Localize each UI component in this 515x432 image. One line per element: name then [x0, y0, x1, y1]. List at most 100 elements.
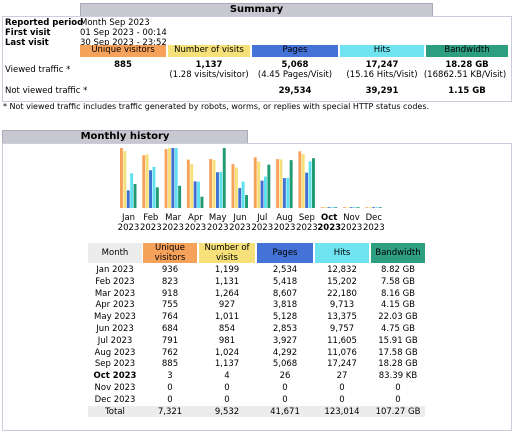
table-cell-month: Mar 2023 [94, 288, 136, 299]
x-tick-year-jul: 2023 [251, 223, 273, 233]
viewed-traffic-label: Viewed traffic * [5, 65, 71, 75]
monthly-header-hits: Hits [315, 243, 369, 263]
bar-sep-unique-visitors [298, 151, 302, 208]
bar-apr-pages [193, 181, 197, 208]
table-cell-visits: 0 [224, 394, 230, 405]
x-tick-month-sep: Sep [299, 213, 315, 223]
bar-mar-bandwidth [178, 185, 182, 208]
x-tick-month-nov: Nov [343, 213, 360, 223]
viewed-bandwidth: 18.28 GB [445, 60, 489, 70]
x-tick-year-oct: 2023 [317, 223, 341, 233]
table-cell-pages: 2,853 [272, 324, 298, 334]
table-cell-month: Oct 2023 [93, 371, 137, 382]
monthly-header-visits: Number of visits [199, 243, 255, 263]
bar-mar-hits [174, 148, 178, 208]
table-cell-bandwidth: 4.15 GB [380, 300, 416, 311]
viewed-visits: 1,137 [195, 60, 223, 70]
viewed-pages-sub: (4.45 Pages/Visit) [257, 70, 333, 80]
table-cell-hits: 9,713 [329, 300, 355, 311]
bar-feb-bandwidth [155, 187, 159, 208]
table-cell-visits: 1,264 [214, 288, 240, 299]
x-tick-year-aug: 2023 [274, 223, 296, 233]
x-tick-month-feb: Feb [143, 213, 158, 223]
first-visit-value: 01 Sep 2023 - 00:14 [80, 28, 167, 38]
table-cell-pages: 3,927 [272, 335, 298, 346]
monthly-header-bandwidth: Bandwidth [371, 243, 425, 263]
table-cell-hits: 0 [339, 383, 345, 393]
table-cell-pages: 0 [282, 394, 288, 405]
x-tick-year-mar: 2023 [162, 223, 184, 233]
bar-aug-pages [282, 178, 286, 208]
table-cell-hits: 17,247 [327, 359, 357, 370]
bar-jun-pages [238, 188, 242, 208]
monthly-header-pages: Pages [257, 243, 313, 263]
summary-header-pages: Pages [252, 45, 338, 57]
table-cell-visits: 981 [218, 335, 236, 346]
bar-jan-hits [130, 173, 134, 208]
table-cell-hits: 12,832 [327, 265, 357, 275]
bar-sep-number-of-visits [301, 154, 305, 208]
viewed-pages: 5,068 [281, 60, 309, 70]
table-cell-unique: 3 [167, 371, 173, 382]
table-cell-bandwidth: 0 [395, 394, 401, 405]
bar-aug-number-of-visits [279, 159, 283, 208]
table-cell-visits: 1,199 [214, 265, 240, 275]
bar-jul-hits [264, 176, 267, 208]
bar-jul-pages [260, 180, 264, 208]
table-cell-hits: 11,076 [327, 347, 357, 358]
table-cell-hits: 9,757 [329, 324, 355, 334]
bar-jun-unique-visitors [231, 164, 235, 208]
table-cell-hits: 27 [336, 371, 348, 382]
x-tick-month-jul: Jul [256, 213, 267, 223]
bar-dec-pages [372, 207, 375, 208]
viewed-visits-sub: (1.28 visits/visitor) [169, 70, 249, 80]
table-cell-visits: 0 [224, 383, 230, 393]
x-tick-year-may: 2023 [207, 223, 229, 233]
viewed-bandwidth-sub: (16862.51 KB/Visit) [423, 70, 507, 80]
bar-jul-unique-visitors [253, 157, 257, 208]
bar-nov-bandwidth [356, 207, 360, 208]
table-cell-unique: 823 [161, 276, 179, 287]
table-cell-pages: 5,128 [272, 312, 298, 323]
table-cell-visits: 927 [218, 300, 236, 311]
bar-jan-unique-visitors [120, 148, 123, 208]
monthly-history-title: Monthly history [2, 130, 248, 144]
footnote: * Not viewed traffic includes traffic ge… [3, 102, 430, 111]
table-cell-pages: 8,607 [272, 288, 298, 299]
table-cell-hits: 15,202 [327, 276, 357, 287]
x-tick-year-dec: 2023 [363, 223, 385, 233]
table-cell-bandwidth: 4.75 GB [380, 324, 416, 334]
table-cell-unique: 762 [161, 347, 179, 358]
not-viewed-traffic-label: Not viewed traffic * [5, 86, 88, 96]
bar-nov-unique-visitors [343, 207, 346, 208]
table-cell-pages: 3,818 [272, 300, 298, 311]
not-viewed-pages: 29,534 [278, 86, 312, 96]
table-cell-month: Feb 2023 [95, 276, 135, 287]
table-cell-hits: 22,180 [327, 288, 357, 299]
table-cell-bandwidth: 0 [395, 383, 401, 393]
bar-oct-pages [327, 207, 331, 208]
table-cell-pages: 4,292 [272, 347, 298, 358]
viewed-hits: 17,247 [365, 60, 399, 70]
bar-nov-number-of-visits [346, 207, 350, 208]
table-cell-pages: 2,534 [272, 265, 298, 275]
viewed-unique: 885 [114, 60, 132, 70]
x-tick-year-apr: 2023 [185, 223, 207, 233]
table-cell-visits: 1,011 [214, 312, 240, 323]
table-cell-bandwidth: 83.39 KB [378, 371, 418, 382]
x-tick-month-mar: Mar [165, 213, 182, 223]
bar-nov-pages [349, 207, 353, 208]
table-cell-unique: 0 [167, 394, 173, 405]
bar-feb-hits [152, 166, 156, 208]
table-cell-bandwidth: 8.82 GB [380, 265, 416, 275]
x-tick-year-feb: 2023 [140, 223, 162, 233]
bar-jun-bandwidth [245, 195, 248, 208]
table-cell-unique: 755 [161, 300, 179, 311]
table-cell-month: Jul 2023 [97, 335, 133, 346]
table-cell-month: Apr 2023 [95, 300, 135, 311]
bar-oct-number-of-visits [324, 207, 327, 208]
table-cell-month: Sep 2023 [94, 359, 136, 370]
bar-dec-bandwidth [378, 207, 382, 208]
table-cell-unique: 918 [161, 288, 179, 299]
bar-feb-number-of-visits [145, 154, 149, 208]
